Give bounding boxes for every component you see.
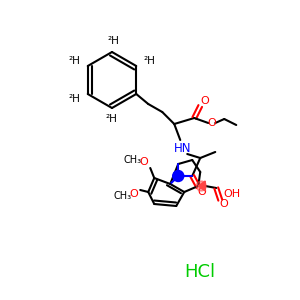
Text: CH₃: CH₃: [113, 191, 131, 201]
Text: O: O: [140, 157, 148, 167]
Text: CH₃: CH₃: [123, 155, 141, 165]
Text: N: N: [174, 171, 182, 181]
Circle shape: [173, 170, 184, 182]
Polygon shape: [198, 181, 205, 191]
Text: ²H: ²H: [105, 114, 117, 124]
Text: ²H: ²H: [69, 56, 81, 66]
Text: O: O: [130, 189, 139, 199]
Circle shape: [196, 181, 206, 191]
Text: HN: HN: [173, 142, 191, 155]
Text: HCl: HCl: [184, 263, 216, 281]
Text: O: O: [208, 118, 217, 128]
Text: ²H: ²H: [107, 36, 119, 46]
Text: O: O: [220, 199, 229, 209]
Text: ²H: ²H: [143, 56, 155, 66]
Text: O: O: [198, 187, 207, 197]
Text: ²H: ²H: [69, 94, 81, 104]
Text: O: O: [201, 96, 210, 106]
Text: OH: OH: [224, 189, 241, 199]
